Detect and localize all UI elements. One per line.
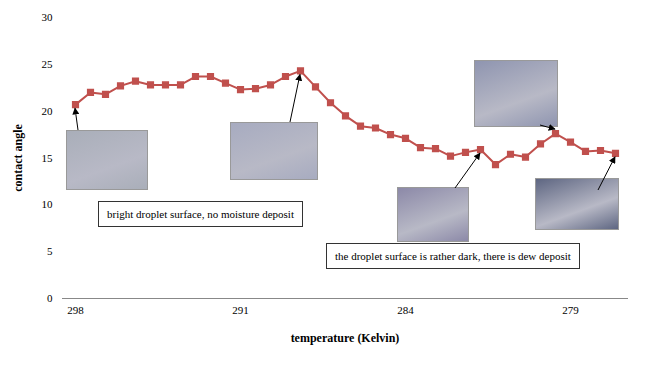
svg-text:20: 20 bbox=[42, 105, 54, 117]
svg-text:contact angle: contact angle bbox=[11, 124, 25, 192]
svg-text:15: 15 bbox=[42, 152, 54, 164]
svg-text:30: 30 bbox=[42, 11, 54, 23]
html-text:bright droplet surface, no moi: bright droplet surface, no moisture depo… bbox=[107, 208, 294, 220]
svg-text:25: 25 bbox=[42, 58, 54, 70]
svg-text:298: 298 bbox=[67, 304, 84, 316]
svg-text:temperature (Kelvin): temperature (Kelvin) bbox=[291, 331, 400, 345]
svg-text:5: 5 bbox=[47, 245, 53, 257]
svg-text:284: 284 bbox=[397, 304, 414, 316]
svg-text:291: 291 bbox=[232, 304, 249, 316]
html-text:the droplet surface is rather: the droplet surface is rather dark, ther… bbox=[335, 250, 571, 262]
svg-text:0: 0 bbox=[47, 292, 53, 304]
svg-text:10: 10 bbox=[42, 198, 54, 210]
svg-text:279: 279 bbox=[562, 304, 579, 316]
